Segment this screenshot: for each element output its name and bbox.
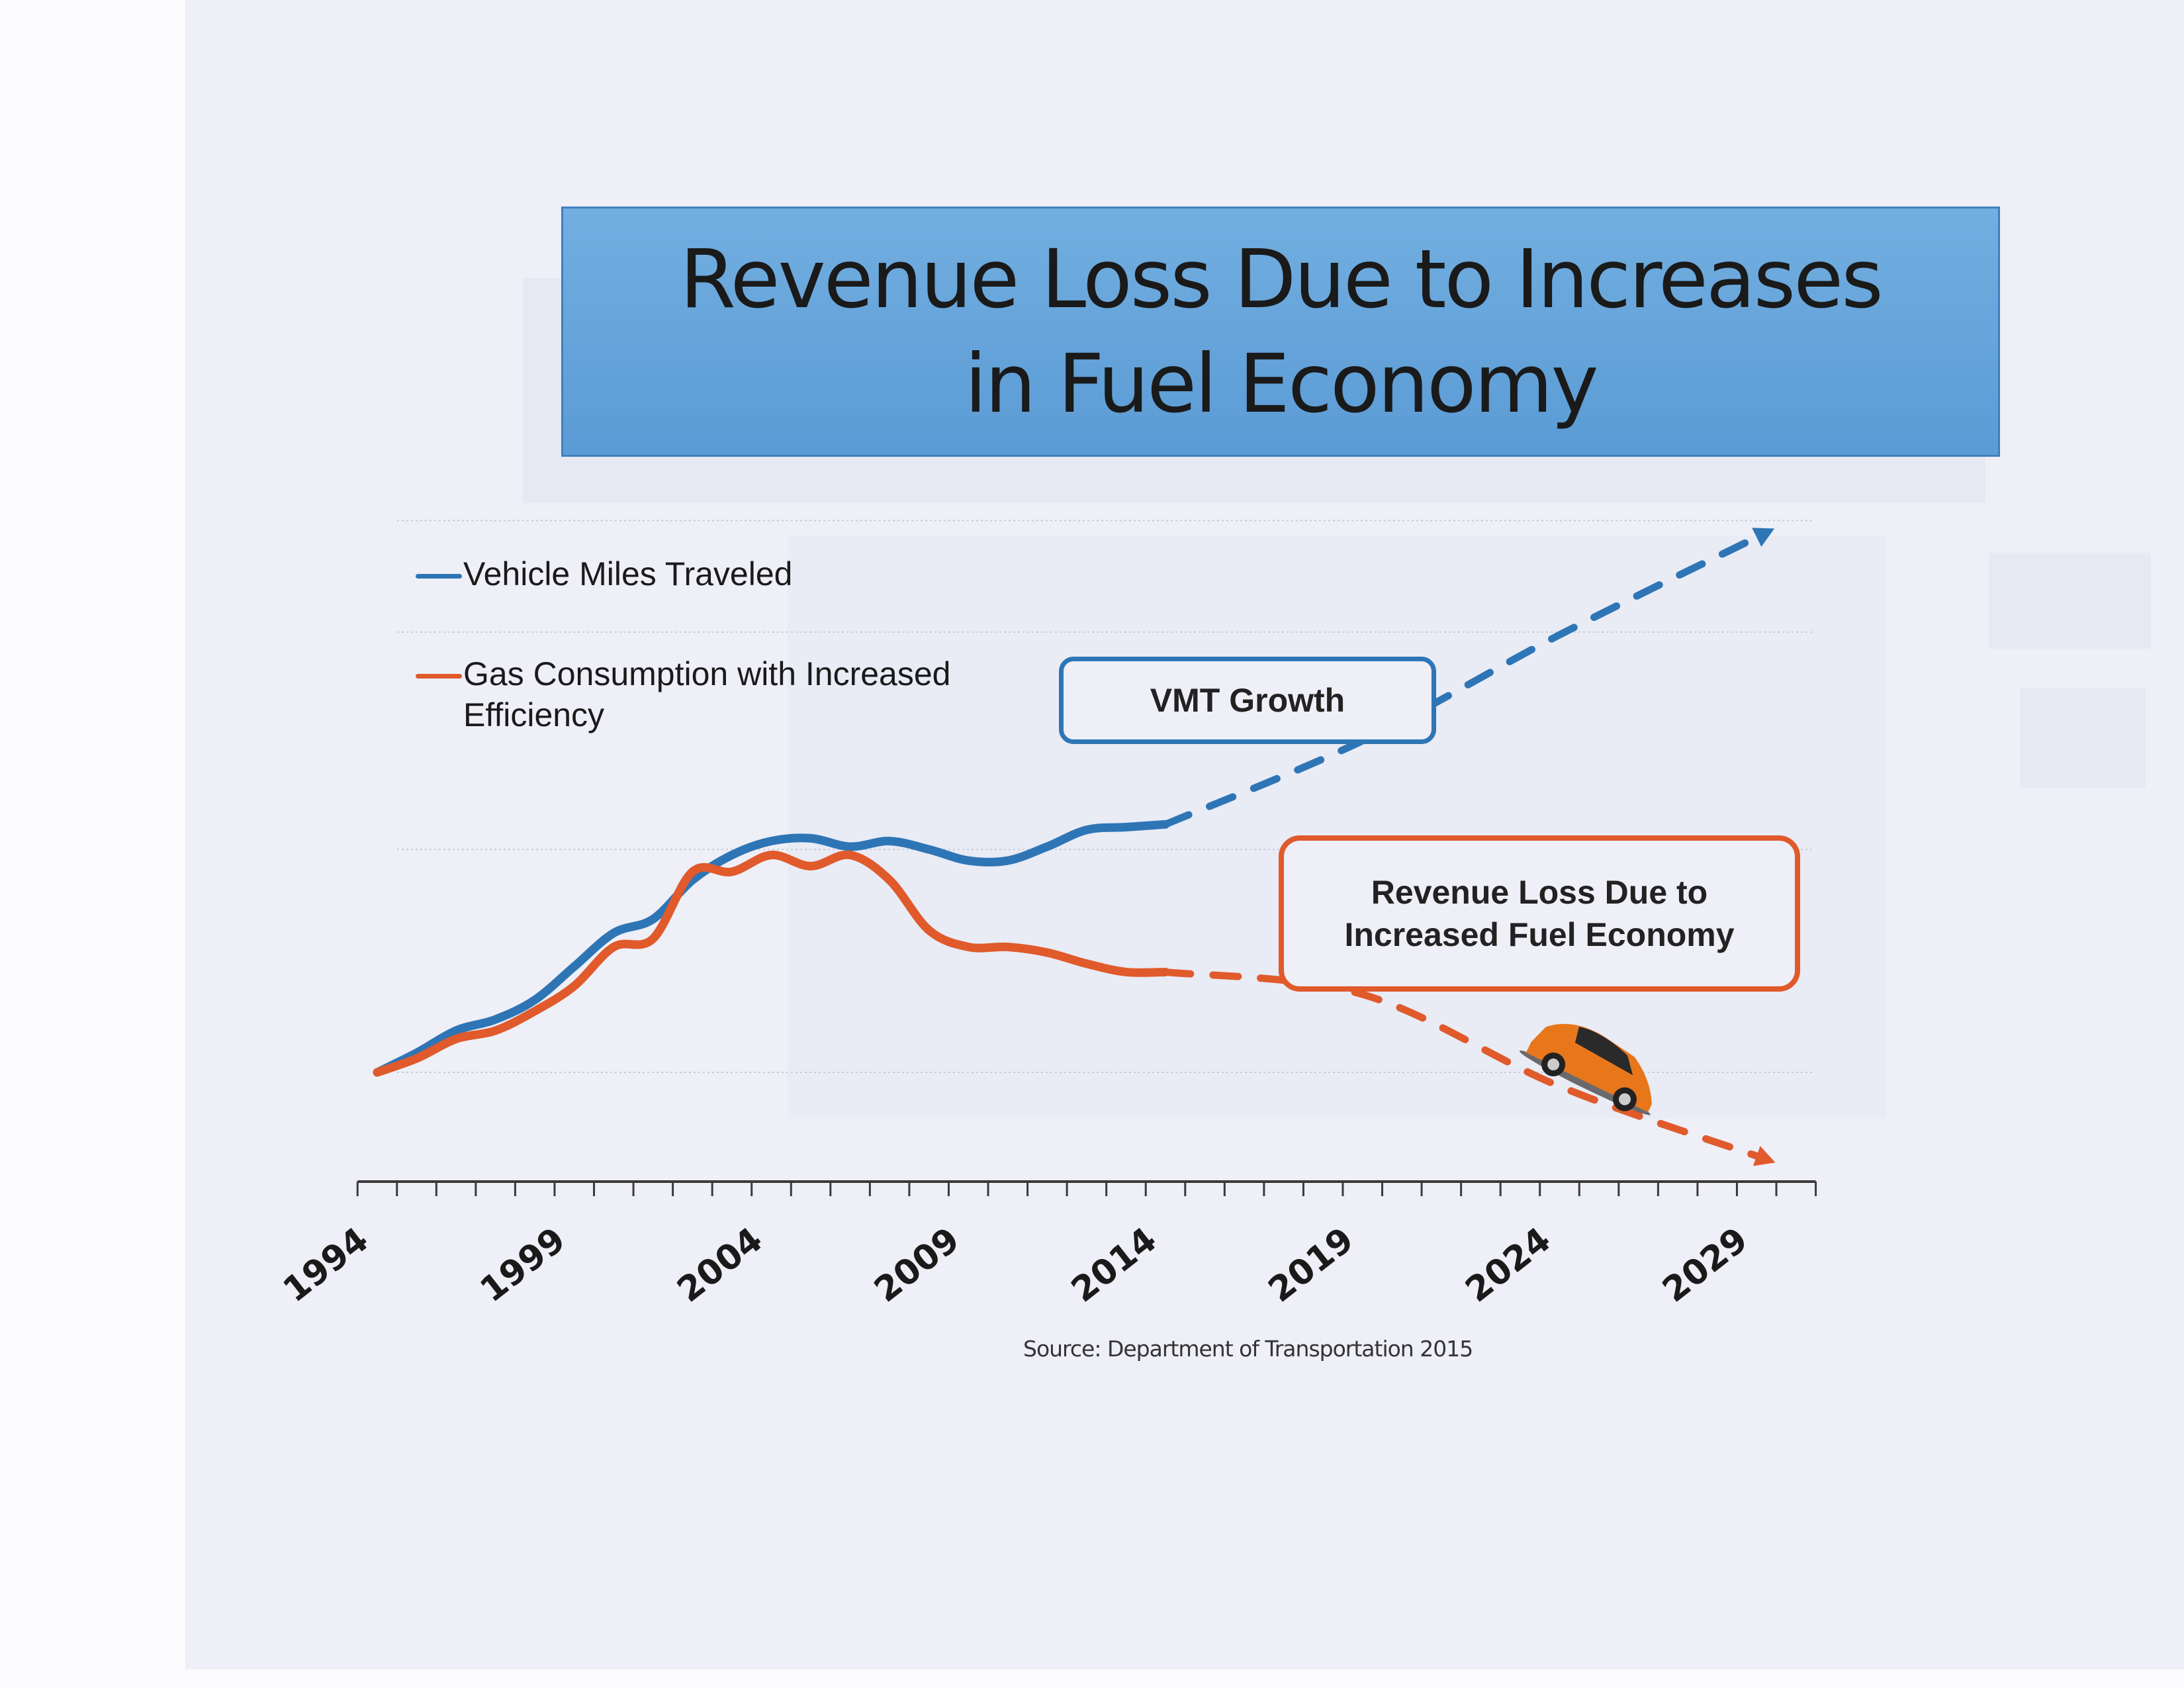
- callout-revenue-loss: Revenue Loss Due to Increased Fuel Econo…: [1279, 835, 1800, 992]
- x-tick-label: 1994: [276, 1220, 376, 1310]
- bleed-through-shape: [1989, 553, 2151, 649]
- page-title: Revenue Loss Due to Increases in Fuel Ec…: [680, 232, 1884, 431]
- bleed-through-shape: [2020, 688, 2146, 788]
- series-projection-line: [1161, 534, 1760, 828]
- x-tick-label: 2029: [1655, 1220, 1755, 1310]
- legend-item-gas: Gas Consumption with Increased Efficienc…: [416, 653, 950, 735]
- callout-revenue-label: Revenue Loss Due to Increased Fuel Econo…: [1344, 874, 1735, 953]
- x-tick-label: 2019: [1261, 1220, 1361, 1310]
- callout-vmt-growth: VMT Growth: [1059, 657, 1436, 744]
- legend-label-gas: Gas Consumption with Increased Efficienc…: [463, 655, 951, 733]
- orange-car-icon: [1519, 1023, 1652, 1115]
- legend-swatch-gas: [416, 674, 462, 679]
- source-note: Source: Department of Transportation 201…: [1023, 1336, 1473, 1362]
- arrowhead-icon: [1752, 1146, 1776, 1166]
- series-line: [373, 850, 1170, 1077]
- legend-item-vmt: Vehicle Miles Traveled: [416, 553, 792, 594]
- x-tick-label: 2024: [1459, 1220, 1559, 1310]
- callout-vmt-label: VMT Growth: [1150, 682, 1345, 719]
- x-tick-label: 2009: [867, 1220, 967, 1310]
- x-tick-labels: 1994 1999 2004 2009 2014 2019 2024 2029: [276, 1220, 1755, 1310]
- legend-label-vmt: Vehicle Miles Traveled: [463, 555, 793, 592]
- x-tick-label: 1999: [473, 1220, 573, 1310]
- title-banner: Revenue Loss Due to Increases in Fuel Ec…: [561, 207, 2000, 457]
- series-projection-line: [1161, 968, 1760, 1160]
- arrowhead-icon: [1752, 528, 1775, 547]
- legend-swatch-vmt: [416, 574, 462, 579]
- x-tick-label: 2014: [1064, 1220, 1164, 1310]
- series-line: [373, 820, 1170, 1077]
- x-axis: [356, 1180, 1817, 1196]
- series-lines: [373, 528, 1776, 1166]
- x-tick-label: 2004: [670, 1220, 770, 1310]
- bleed-through-shape: [788, 536, 1886, 1119]
